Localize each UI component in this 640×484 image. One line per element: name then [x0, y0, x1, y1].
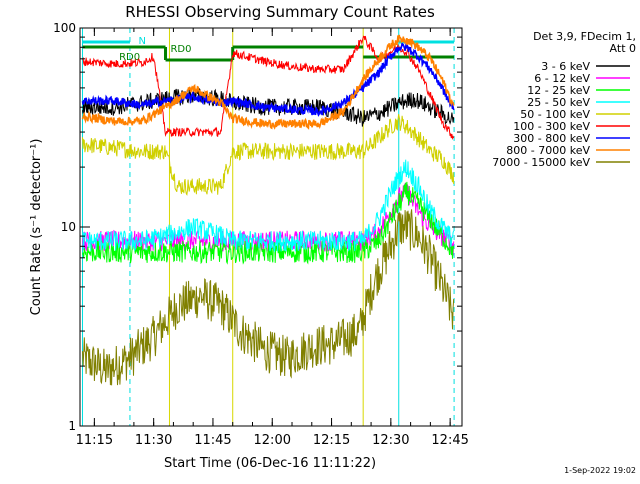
rd0-flag-label: RD0 [119, 52, 140, 63]
y-tick-label: 1 [68, 419, 76, 433]
x-axis-label: Start Time (06-Dec-16 11:11:22) [164, 456, 376, 471]
x-tick-label: 11:45 [194, 433, 231, 448]
legend-entry-label: 50 - 100 keV [520, 108, 590, 121]
series-line [81, 43, 455, 117]
series-line [82, 87, 455, 127]
legend-entry-label: 300 - 800 keV [513, 132, 590, 145]
x-tick-label: 12:00 [254, 433, 291, 448]
rd0-flag-label: RD0 [170, 44, 191, 55]
x-tick-label: 11:30 [135, 433, 172, 448]
series-layer [81, 34, 455, 386]
legend-entry-label: 25 - 50 keV [527, 96, 590, 109]
series-line [82, 35, 455, 141]
annotation-layer: N RD0 RD0 [82, 28, 455, 426]
chart-title: RHESSI Observing Summary Count Rates [125, 3, 435, 21]
x-tick-label: 12:45 [431, 433, 468, 448]
series-line [82, 209, 455, 386]
series-line [82, 159, 455, 253]
legend-title-line-2: Att 0 [610, 42, 636, 55]
x-tick-label: 11:15 [76, 433, 113, 448]
y-tick-label: 100 [53, 21, 76, 35]
footer-timestamp: 1-Sep-2022 19:02 [564, 466, 636, 475]
y-axis-label: Count Rate (s⁻¹ detector⁻¹) [29, 139, 44, 316]
legend-entry-label: 6 - 12 keV [534, 72, 590, 85]
x-tick-label: 12:30 [372, 433, 409, 448]
n-flag-label: N [139, 36, 146, 47]
legend-entry-label: 12 - 25 keV [527, 84, 590, 97]
legend-entry-label: 100 - 300 keV [513, 120, 590, 133]
series-line [82, 181, 455, 265]
legend-entry-label: 800 - 7000 keV [506, 144, 590, 157]
series-line [82, 114, 455, 196]
axis-ticks: 11:15 11:30 11:45 12:00 12:15 12:30 12:45 1 10 10… [53, 21, 469, 448]
y-tick-label: 10 [61, 220, 76, 234]
legend-entry-label: 7000 - 15000 keV [492, 156, 590, 169]
series-line [81, 34, 455, 130]
x-tick-label: 12:15 [313, 433, 350, 448]
legend-title-line-1: Det 3,9, FDecim 1, [533, 30, 636, 43]
legend-entry-label: 3 - 6 keV [541, 60, 590, 73]
